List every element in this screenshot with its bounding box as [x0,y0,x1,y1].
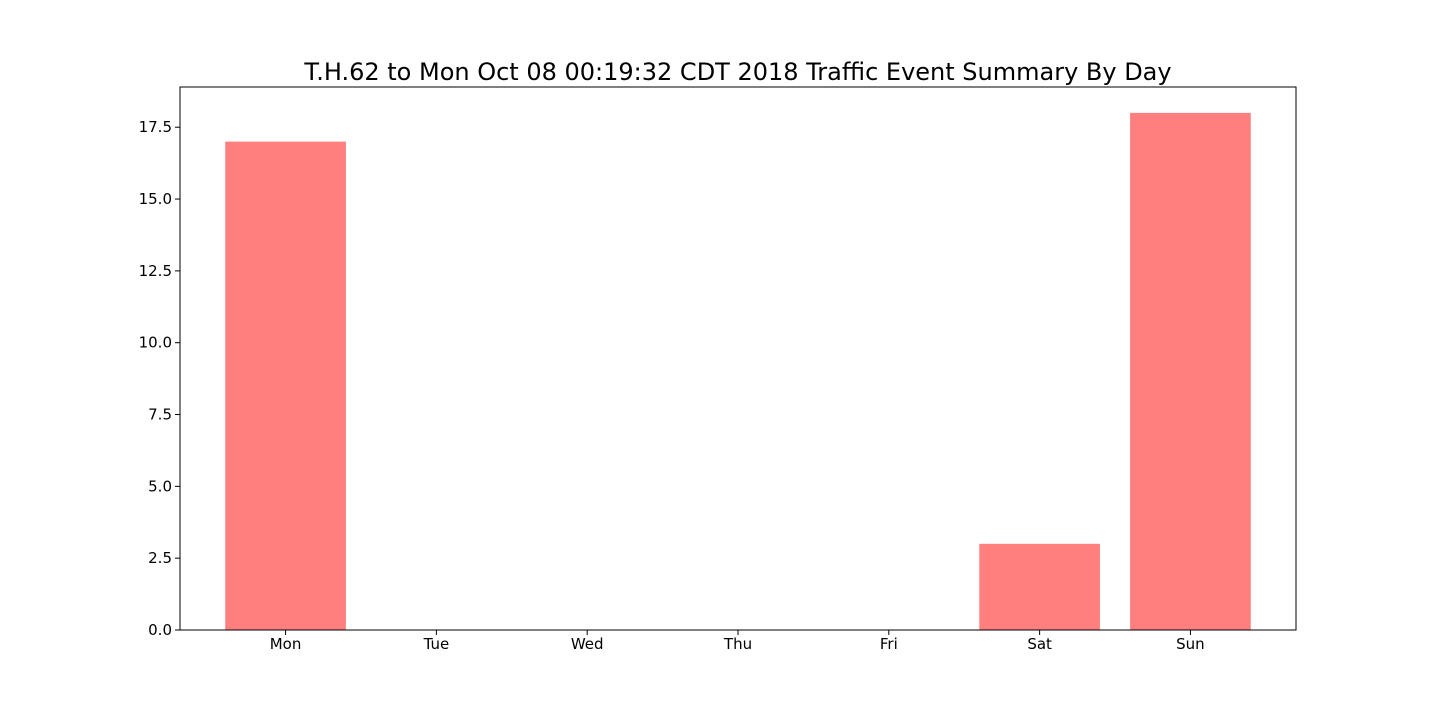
x-tick-label-tue: Tue [423,635,450,653]
y-tick-label: 17.5 [139,118,172,136]
x-tick-label-thu: Thu [723,635,752,653]
y-tick-label: 15.0 [139,190,172,208]
y-tick-label: 12.5 [139,262,172,280]
y-axis: 0.0 2.5 5.0 7.5 10.0 12.5 15.0 17.5 [139,118,180,639]
chart-title: T.H.62 to Mon Oct 08 00:19:32 CDT 2018 T… [303,58,1171,86]
x-axis: Mon Tue Wed Thu Fri Sat Sun [270,630,1205,653]
x-tick-label-mon: Mon [270,635,302,653]
x-tick-label-fri: Fri [880,635,898,653]
plot-frame [179,86,1297,631]
x-tick-label-wed: Wed [571,635,604,653]
bar-mon [225,141,346,631]
y-tick-label: 7.5 [148,406,172,424]
x-tick-label-sun: Sun [1176,635,1205,653]
bars-layer [225,112,1251,631]
x-tick-label-sat: Sat [1027,635,1052,653]
y-tick-label: 2.5 [148,549,172,567]
bar-sat [979,543,1100,630]
y-tick-label: 10.0 [139,334,172,352]
y-tick-label: 0.0 [148,621,172,639]
bar-sun [1130,112,1251,631]
y-tick-label: 5.0 [148,477,172,495]
